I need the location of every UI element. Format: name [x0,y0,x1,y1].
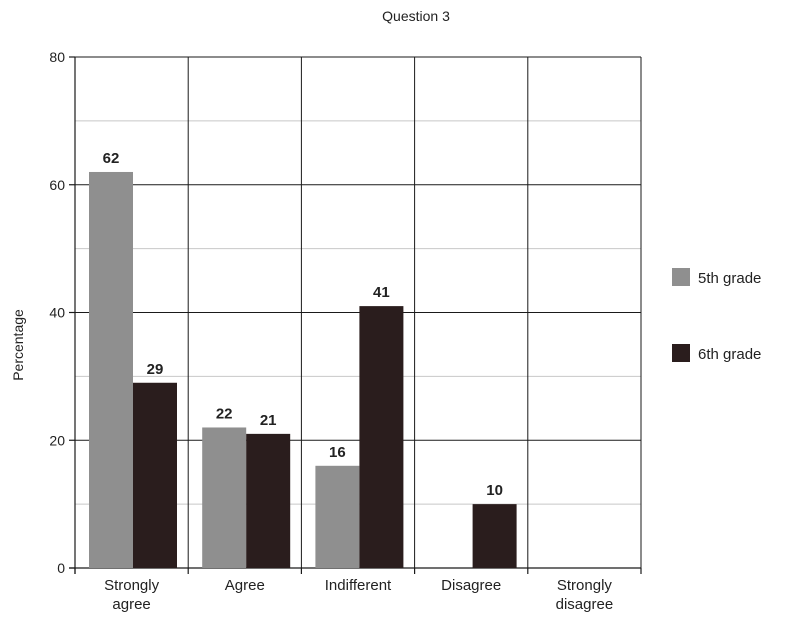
y-axis-label: Percentage [10,309,26,381]
x-tick-label-line: disagree [556,596,614,613]
data-label: 21 [260,412,277,429]
data-label: 10 [486,482,503,499]
x-tick-label: Disagree [441,577,501,594]
bar-6th-grade [246,433,291,568]
y-tick-label: 0 [57,560,65,576]
x-tick-label-line: Disagree [441,577,501,594]
y-tick-label: 20 [49,432,65,448]
data-labels: 62 22 16 29 21 41 10 [103,150,503,499]
x-tick-label: Indifferent [325,577,392,594]
y-tick-label: 40 [49,305,65,321]
chart-title: Question 3 [382,8,450,24]
x-tick-label-line: Strongly [557,577,613,594]
bar-5th-grade [202,427,247,568]
bar-6th-grade [133,382,177,568]
bar-6th-grade [472,504,517,568]
x-tick-label-line: Strongly [104,577,160,594]
x-tick-label: Strongly disagree [556,577,614,613]
legend-label: 5th grade [698,270,761,287]
bar-5th-grade [89,171,133,568]
x-tick-label-line: agree [112,596,150,613]
x-tick-label-line: Indifferent [325,577,392,594]
bars [89,171,517,568]
legend-swatch [672,344,690,362]
legend: 5th grade 6th grade [672,268,761,363]
y-tick-label: 60 [49,177,65,193]
data-label: 62 [103,150,120,167]
x-tick-label: Agree [225,577,265,594]
legend-label: 6th grade [698,346,761,363]
data-label: 29 [147,361,164,378]
data-label: 22 [216,405,233,422]
bar-6th-grade [359,306,404,568]
y-tick-label: 80 [49,49,65,65]
bar-5th-grade [315,465,360,568]
x-tick-label: Strongly agree [104,577,160,613]
legend-swatch [672,268,690,286]
data-label: 16 [329,444,346,461]
x-tick-label-line: Agree [225,577,265,594]
data-label: 41 [373,284,390,301]
